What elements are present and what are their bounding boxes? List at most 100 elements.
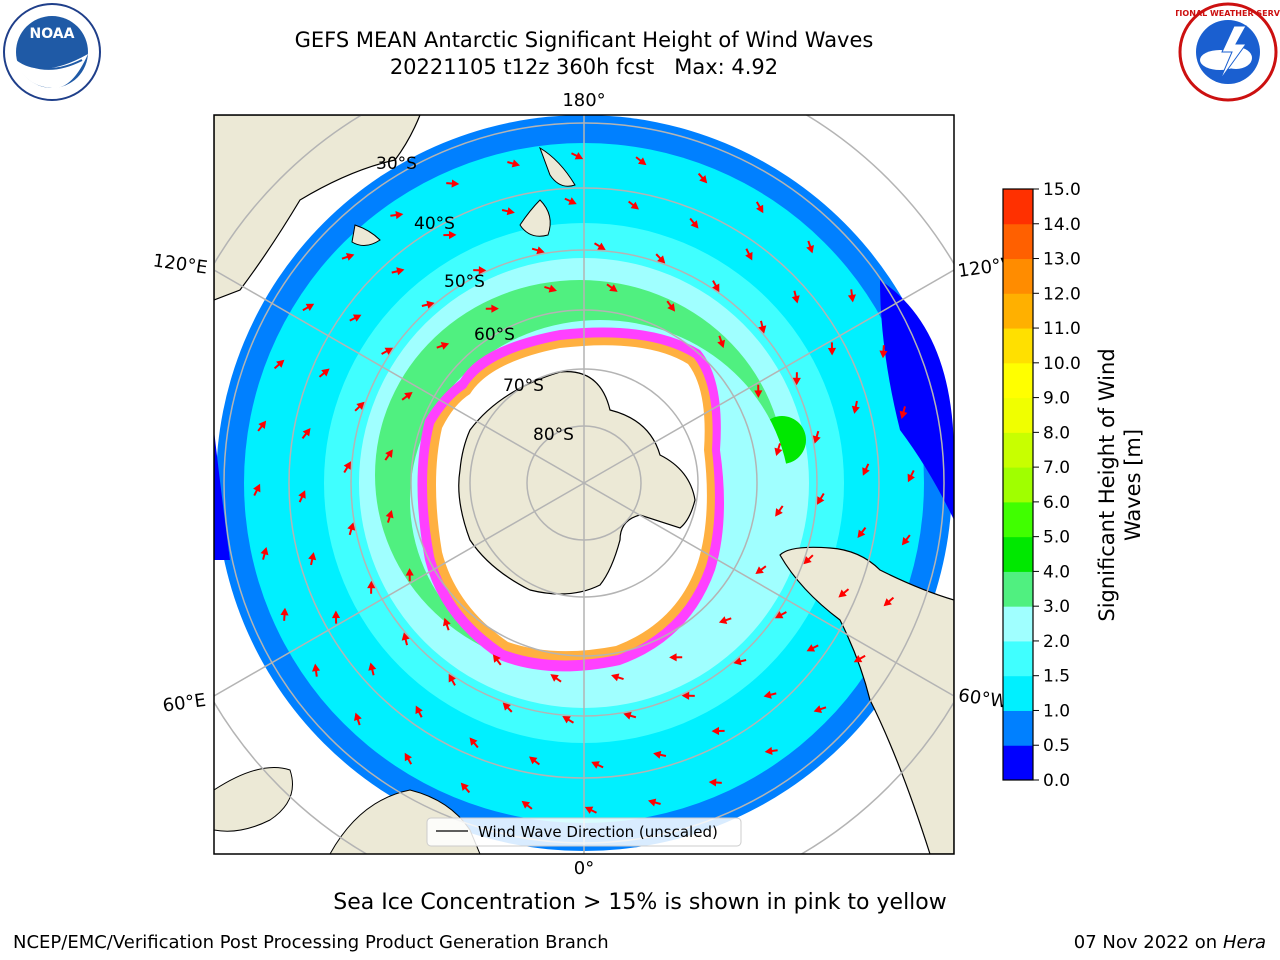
wave-arrow-head xyxy=(803,556,812,565)
colorbar-segment xyxy=(1003,606,1033,642)
wind-wave-arrows xyxy=(253,152,915,814)
wave-arrow-head xyxy=(745,251,753,261)
wave-arrow-head xyxy=(637,157,647,166)
footer-host: Hera xyxy=(1222,932,1266,953)
lon-label-0: 0° xyxy=(574,858,594,879)
wave-arrow-head xyxy=(550,674,559,682)
wave-arrow-head xyxy=(448,673,456,683)
colorbar-tick-label: 8.0 xyxy=(1043,423,1070,443)
colorbar-tick-label: 13.0 xyxy=(1043,250,1081,270)
colorbar-tick-label: 3.0 xyxy=(1043,597,1070,617)
wave-arrow-head xyxy=(879,350,888,359)
wave-arrow-head xyxy=(791,295,800,304)
wave-arrow-head xyxy=(609,284,618,292)
wave-arrow-head xyxy=(562,715,571,724)
map-content xyxy=(214,115,954,854)
wave-arrow-head xyxy=(396,267,405,276)
wave-arrow-head xyxy=(312,663,321,672)
colorbar-tick-label: 9.0 xyxy=(1043,389,1070,409)
chart-title: GEFS MEAN Antarctic Significant Height o… xyxy=(294,28,874,52)
wave-arrow-head xyxy=(806,644,816,652)
colorbar-segment xyxy=(1003,223,1033,260)
lon-label-180: 180° xyxy=(562,90,605,111)
wave-arrow-head xyxy=(851,405,860,414)
wave-arrow-head xyxy=(862,467,870,476)
madagascar-land xyxy=(214,767,293,832)
lat-label-50s: 50°S xyxy=(444,272,485,292)
colorbar-tick-label: 11.0 xyxy=(1043,319,1081,339)
wave-arrow-head xyxy=(857,529,866,538)
noaa-logo: NOAA xyxy=(3,3,101,101)
wave-arrow-head xyxy=(345,253,355,261)
wave-arrow-head xyxy=(816,496,825,505)
wave-arrow-head xyxy=(899,410,908,420)
wave-arrow-head xyxy=(405,568,414,576)
wave-arrow-head xyxy=(717,339,726,349)
colorbar-segment xyxy=(1003,467,1033,503)
map-legend: Wind Wave Direction (unscaled) xyxy=(426,817,742,847)
wave-arrow-head xyxy=(733,657,742,666)
sea-ice-note: Sea Ice Concentration > 15% is shown in … xyxy=(333,890,947,915)
wave-arrow-head xyxy=(521,800,531,809)
wave-arrow-head xyxy=(404,752,412,762)
lat-label-70s: 70°S xyxy=(503,376,544,396)
lon-label-120e: 120°E xyxy=(152,250,209,278)
wave-arrow-head xyxy=(775,508,783,517)
wave-arrow-head xyxy=(699,175,708,184)
wave-arrow-head xyxy=(774,447,783,456)
colorbar-tick-label: 10.0 xyxy=(1043,354,1081,374)
colorbar-segment xyxy=(1003,432,1033,468)
wave-arrow-head xyxy=(258,420,267,430)
wave-arrow-head xyxy=(478,266,487,275)
colorbar: 0.0 0.5 1.0 1.5 2.0 3.0 4.0 5.0 6.0 7.0 8.0 9.0 10.0… xyxy=(1002,180,1145,791)
wave-arrow-head xyxy=(305,303,315,311)
new-zealand-land xyxy=(519,146,576,237)
wave-arrow-head xyxy=(611,673,620,682)
wave-arrow-head xyxy=(395,211,404,220)
footer-date: 07 Nov 2022 on Hera xyxy=(1074,932,1266,953)
lat-label-60s: 60°S xyxy=(474,325,515,345)
wave-arrow-head xyxy=(667,303,676,312)
colorbar-tick-label: 6.0 xyxy=(1043,493,1070,513)
wave-arrow-head xyxy=(756,204,764,214)
colorbar-tick-label: 7.0 xyxy=(1043,458,1070,478)
lat-label-40s: 40°S xyxy=(414,214,455,234)
lat-label-30s: 30°S xyxy=(376,154,417,174)
colorbar-tick-label: 0.5 xyxy=(1043,736,1070,756)
wave-arrow-head xyxy=(591,761,600,769)
wave-arrow-head xyxy=(623,711,632,720)
wave-arrow-head xyxy=(356,401,365,410)
wave-arrow-head xyxy=(792,377,801,386)
wave-arrow-head xyxy=(838,589,847,598)
colorbar-segment xyxy=(1003,397,1033,433)
colorbar-tick-label: 2.0 xyxy=(1043,632,1070,652)
wave-arrow-head xyxy=(763,690,772,699)
wave-arrow-head xyxy=(511,159,521,168)
wave-arrow-head xyxy=(758,325,767,334)
wave-arrow-head xyxy=(440,341,450,350)
colorbar-segment xyxy=(1003,501,1033,538)
wave-arrow-head xyxy=(847,294,856,303)
colorbar-segment xyxy=(1003,189,1033,225)
wave-arrow-head xyxy=(352,314,362,322)
colorbar-segment xyxy=(1003,710,1033,746)
wave-arrow-head xyxy=(253,483,261,493)
wave-arrow-head xyxy=(827,347,837,356)
colorbar-segment xyxy=(1003,745,1033,781)
wave-arrow-head xyxy=(404,391,413,400)
noaa-text: NOAA xyxy=(30,26,75,42)
wave-arrow-head xyxy=(347,522,356,531)
wave-arrow-head xyxy=(280,607,289,616)
wave-arrow-head xyxy=(630,201,639,210)
colorbar-segment xyxy=(1003,328,1033,364)
nws-ring-text: NATIONAL WEATHER SERVICE xyxy=(1176,9,1280,18)
wave-arrow-head xyxy=(368,662,377,671)
wave-arrow-head xyxy=(451,179,460,188)
wave-arrow-head xyxy=(690,220,699,229)
wave-arrow-head xyxy=(754,390,763,398)
colorbar-tick-label: 5.0 xyxy=(1043,528,1070,548)
wave-arrow-head xyxy=(354,712,362,722)
wave-arrow-head xyxy=(448,230,457,240)
colorbar-tick-label: 15.0 xyxy=(1043,180,1081,200)
colorbar-segment xyxy=(1003,571,1033,607)
